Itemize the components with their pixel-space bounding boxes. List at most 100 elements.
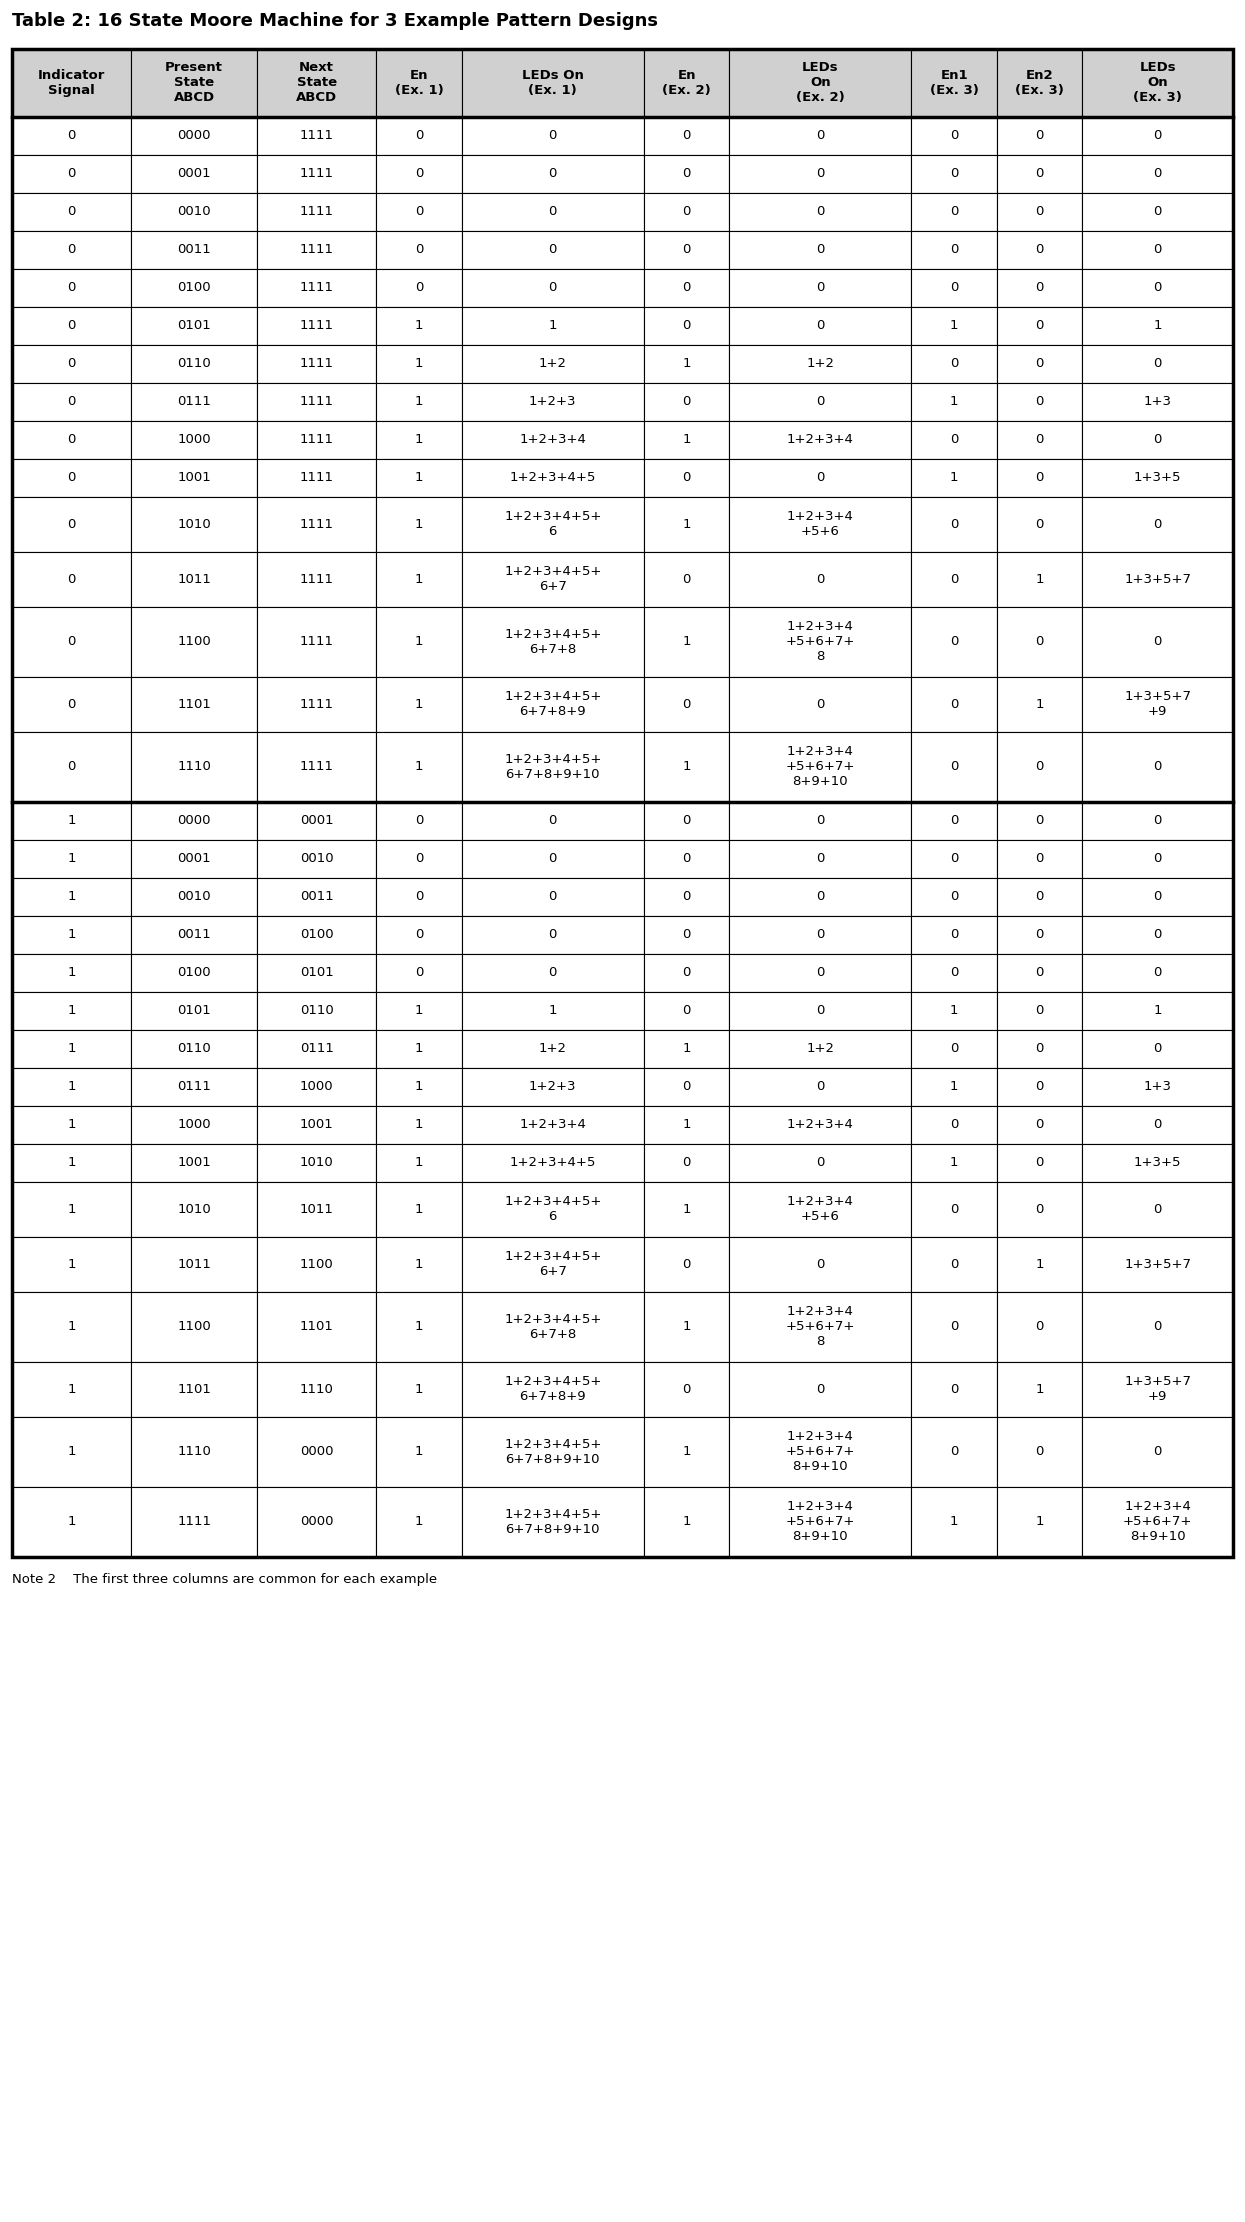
Bar: [644, 1067, 730, 1107]
Text: 1111: 1111: [300, 396, 334, 409]
Text: 0: 0: [682, 1382, 691, 1395]
Text: 1: 1: [682, 635, 691, 649]
Text: 1: 1: [1036, 1515, 1043, 1529]
Text: 1110: 1110: [300, 1382, 334, 1395]
Text: 0: 0: [682, 204, 691, 218]
Text: 1+2+3+4
+5+6+7+
8: 1+2+3+4 +5+6+7+ 8: [786, 1304, 855, 1349]
Text: 1: 1: [415, 358, 423, 371]
Bar: [256, 607, 376, 678]
Bar: [1082, 1182, 1233, 1238]
Text: 1001: 1001: [300, 1118, 334, 1131]
Text: 1+2+3+4+5+
6+7+8: 1+2+3+4+5+ 6+7+8: [504, 627, 601, 655]
Text: 1100: 1100: [177, 635, 210, 649]
Bar: [462, 231, 644, 269]
Bar: [256, 953, 376, 991]
Text: 0: 0: [682, 813, 691, 827]
Bar: [1082, 802, 1233, 840]
Text: 1: 1: [950, 1515, 959, 1529]
Bar: [911, 344, 997, 382]
Bar: [256, 1144, 376, 1182]
Bar: [12, 382, 131, 420]
Text: En
(Ex. 1): En (Ex. 1): [395, 69, 443, 96]
Text: En2
(Ex. 3): En2 (Ex. 3): [1015, 69, 1064, 96]
Bar: [1082, 382, 1233, 420]
Bar: [997, 1182, 1082, 1238]
Text: 0: 0: [817, 1155, 824, 1169]
Text: 0: 0: [549, 242, 557, 256]
Bar: [12, 915, 131, 953]
Bar: [462, 731, 644, 802]
Bar: [730, 116, 911, 156]
Bar: [256, 382, 376, 420]
Bar: [644, 991, 730, 1029]
Bar: [1082, 307, 1233, 344]
Bar: [376, 344, 462, 382]
Text: LEDs On
(Ex. 1): LEDs On (Ex. 1): [522, 69, 584, 96]
Text: 0: 0: [1036, 851, 1043, 864]
Bar: [131, 731, 256, 802]
Bar: [256, 458, 376, 496]
Bar: [730, 49, 911, 116]
Text: 0010: 0010: [300, 851, 334, 864]
Bar: [911, 878, 997, 915]
Text: 0: 0: [67, 698, 76, 711]
Bar: [462, 382, 644, 420]
Text: 0: 0: [682, 129, 691, 142]
Text: 0: 0: [415, 282, 423, 293]
Text: 1+2+3+4
+5+6: 1+2+3+4 +5+6: [787, 511, 854, 538]
Bar: [730, 1107, 911, 1144]
Bar: [911, 731, 997, 802]
Bar: [997, 1107, 1082, 1144]
Bar: [730, 607, 911, 678]
Text: 1: 1: [682, 1515, 691, 1529]
Text: 0101: 0101: [300, 967, 334, 980]
Bar: [12, 1029, 131, 1067]
Text: 0: 0: [817, 1080, 824, 1093]
Text: 1: 1: [682, 518, 691, 531]
Bar: [131, 678, 256, 731]
Bar: [462, 49, 644, 116]
Bar: [730, 344, 911, 382]
Bar: [131, 1487, 256, 1558]
Bar: [376, 840, 462, 878]
Bar: [644, 1029, 730, 1067]
Text: 0: 0: [817, 320, 824, 331]
Text: 0: 0: [67, 433, 76, 447]
Text: 0100: 0100: [177, 282, 210, 293]
Bar: [644, 307, 730, 344]
Text: 1+2+3+4+5+
6+7: 1+2+3+4+5+ 6+7: [504, 564, 601, 593]
Text: 1: 1: [67, 1258, 76, 1271]
Bar: [644, 420, 730, 458]
Text: 1111: 1111: [300, 573, 334, 587]
Text: 0: 0: [682, 167, 691, 180]
Bar: [730, 551, 911, 607]
Bar: [644, 1238, 730, 1291]
Bar: [462, 1238, 644, 1291]
Bar: [911, 193, 997, 231]
Text: 0: 0: [682, 1080, 691, 1093]
Bar: [1082, 1067, 1233, 1107]
Text: 0: 0: [817, 1258, 824, 1271]
Bar: [911, 915, 997, 953]
Bar: [462, 678, 644, 731]
Bar: [1082, 1144, 1233, 1182]
Bar: [997, 1362, 1082, 1418]
Text: 0: 0: [1036, 1444, 1043, 1458]
Text: 0: 0: [1153, 1444, 1162, 1458]
Text: 1: 1: [1036, 1382, 1043, 1395]
Text: 1+2: 1+2: [807, 358, 834, 371]
Text: 1: 1: [682, 1202, 691, 1215]
Bar: [256, 840, 376, 878]
Bar: [911, 458, 997, 496]
Bar: [12, 840, 131, 878]
Bar: [256, 49, 376, 116]
Bar: [911, 953, 997, 991]
Bar: [131, 607, 256, 678]
Bar: [12, 607, 131, 678]
Text: 1: 1: [415, 1382, 423, 1395]
Bar: [462, 1418, 644, 1487]
Text: 0: 0: [682, 929, 691, 942]
Text: 0: 0: [950, 358, 959, 371]
Text: 1010: 1010: [177, 518, 210, 531]
Text: 1+3: 1+3: [1144, 396, 1172, 409]
